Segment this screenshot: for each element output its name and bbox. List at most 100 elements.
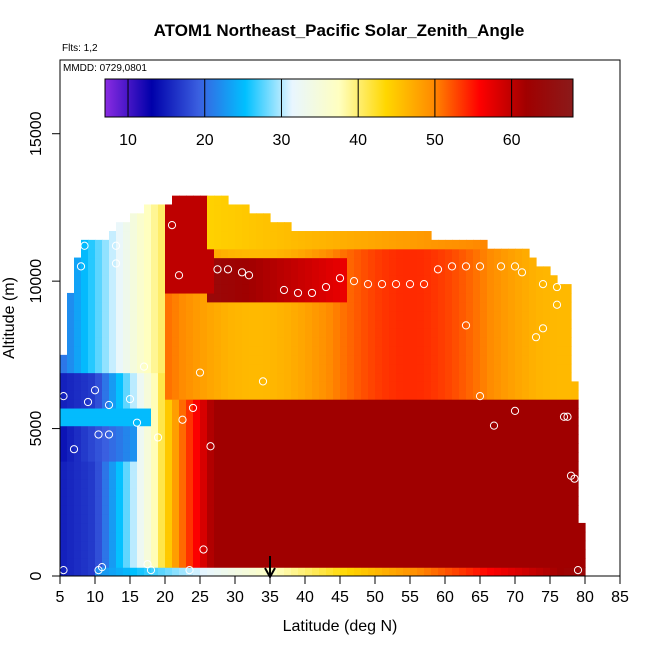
heatmap-cell [109, 540, 117, 551]
heatmap-cell [298, 390, 306, 400]
heatmap-cell [221, 399, 229, 409]
heatmap-cell [319, 452, 327, 462]
heatmap-cell [242, 363, 250, 374]
heatmap-cell [179, 443, 187, 453]
heatmap-cell [123, 425, 131, 436]
heatmap-cell [116, 425, 124, 436]
heatmap-cell [550, 425, 558, 436]
heatmap-cell [221, 257, 229, 267]
heatmap-cell [494, 416, 502, 427]
heatmap-cell [172, 292, 180, 303]
heatmap-cell [179, 558, 187, 568]
heatmap-cell [480, 496, 488, 506]
heatmap-cell [459, 407, 467, 418]
heatmap-cell [354, 514, 362, 524]
heatmap-cell [249, 284, 257, 294]
heatmap-cell [473, 239, 481, 250]
heatmap-cell [438, 434, 446, 444]
heatmap-cell [312, 266, 320, 276]
heatmap-cell [81, 443, 89, 453]
heatmap-cell [382, 469, 390, 480]
heatmap-cell [123, 531, 131, 542]
heatmap-cell [116, 452, 124, 462]
heatmap-cell [200, 195, 208, 206]
heatmap-cell [144, 213, 152, 223]
heatmap-cell [375, 372, 383, 382]
heatmap-cell [179, 363, 187, 374]
heatmap-cell [431, 416, 439, 427]
heatmap-cell [487, 337, 495, 347]
heatmap-cell [312, 257, 320, 267]
heatmap-cell [130, 540, 138, 551]
heatmap-cell [284, 372, 292, 382]
heatmap-cell [368, 558, 376, 568]
heatmap-cell [123, 434, 131, 444]
heatmap-cell [326, 337, 334, 347]
heatmap-cell [424, 478, 432, 489]
heatmap-cell [200, 363, 208, 374]
heatmap-cell [340, 292, 348, 303]
heatmap-cell [382, 522, 390, 533]
heatmap-cell [410, 275, 418, 285]
heatmap-cell [445, 531, 453, 542]
heatmap-cell [298, 505, 306, 515]
heatmap-cell [193, 496, 201, 506]
heatmap-cell [417, 257, 425, 267]
heatmap-cell [347, 328, 355, 338]
heatmap-cell [298, 231, 306, 241]
heatmap-cell [564, 363, 572, 374]
heatmap-cell [312, 434, 320, 444]
heatmap-cell [214, 443, 222, 453]
heatmap-cell [242, 319, 250, 329]
heatmap-cell [116, 514, 124, 524]
heatmap-cell [396, 549, 404, 559]
heatmap-cell [515, 567, 523, 576]
heatmap-cell [564, 425, 572, 436]
heatmap-cell [438, 301, 446, 312]
heatmap-cell [459, 372, 467, 382]
heatmap-cell [529, 487, 537, 497]
sample-point [237, 268, 247, 277]
heatmap-cell [501, 461, 509, 471]
heatmap-cell [81, 558, 89, 568]
colorbar-tick-label: 50 [426, 132, 444, 149]
heatmap-cell [193, 372, 201, 382]
heatmap-cell [158, 222, 166, 232]
heatmap-cell [214, 275, 222, 285]
heatmap-cell [438, 310, 446, 321]
heatmap-cell [81, 416, 89, 427]
heatmap-cell [88, 549, 96, 559]
heatmap-cell [74, 549, 82, 559]
heatmap-cell [333, 319, 341, 329]
heatmap-cell [375, 337, 383, 347]
sample-point [489, 421, 499, 430]
heatmap-cell [74, 567, 82, 576]
heatmap-cell [179, 284, 187, 294]
heatmap-cell [410, 469, 418, 480]
heatmap-cell [256, 257, 264, 267]
heatmap-cell [207, 381, 215, 391]
heatmap-cell [214, 505, 222, 515]
heatmap-cell [417, 407, 425, 418]
heatmap-cell [319, 514, 327, 524]
heatmap-cell [508, 434, 516, 444]
heatmap-cell [256, 328, 264, 338]
heatmap-cell [74, 346, 82, 356]
heatmap-cell [284, 328, 292, 338]
heatmap-cell [550, 292, 558, 303]
heatmap-cell [172, 567, 180, 576]
heatmap-cell [291, 328, 299, 338]
heatmap-cell [529, 337, 537, 347]
heatmap-cell [95, 567, 103, 576]
heatmap-cell [179, 416, 187, 427]
heatmap-cell [81, 496, 89, 506]
heatmap-cell [249, 399, 257, 409]
heatmap-cell [263, 522, 271, 533]
heatmap-cell [466, 461, 474, 471]
heatmap-cell [494, 531, 502, 542]
x-tick-label: 60 [436, 589, 454, 606]
heatmap-cell [249, 248, 257, 259]
heatmap-cell [67, 292, 75, 303]
heatmap-cell [340, 505, 348, 515]
heatmap-cell [165, 531, 173, 542]
